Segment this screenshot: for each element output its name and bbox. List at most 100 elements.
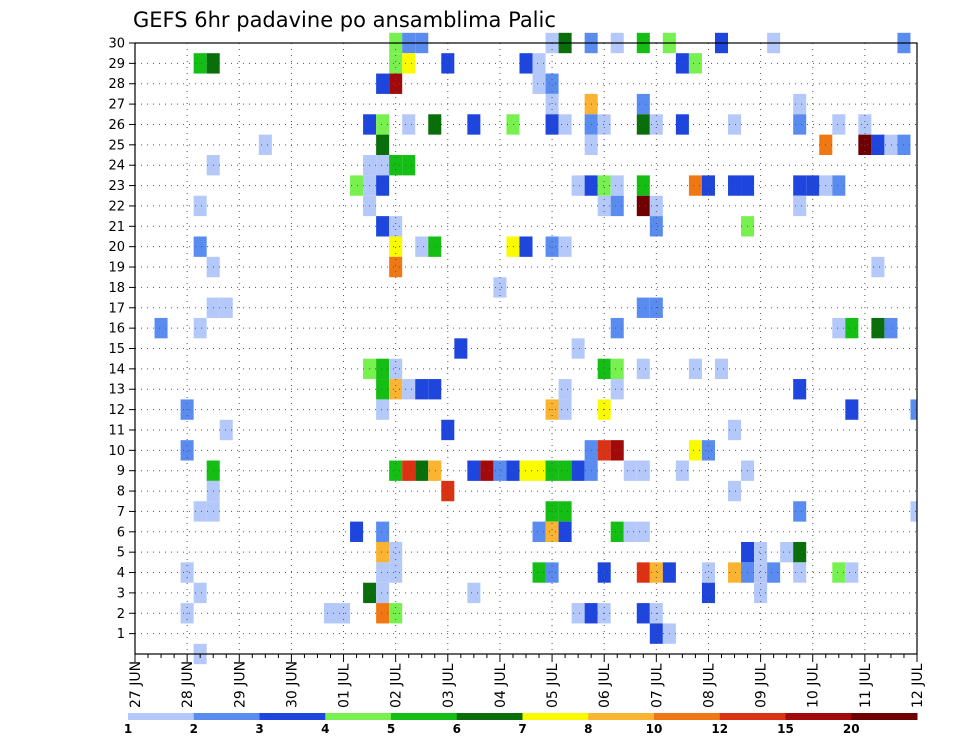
x-tick-label: 28 JUN xyxy=(180,661,196,708)
colorbar-swatch xyxy=(325,713,392,720)
heatmap-cell xyxy=(688,53,702,74)
colorbar-legend: 1 2 3 4 5 6 7 8 10 12 15 20 xyxy=(124,713,918,736)
heatmap-cell xyxy=(728,114,742,135)
y-tick-label: 23 xyxy=(108,179,125,194)
heatmap-cell xyxy=(506,460,520,481)
colorbar-label: 10 xyxy=(646,722,663,736)
heatmap-cell xyxy=(350,521,364,542)
heatmap-cell xyxy=(389,256,403,278)
heatmap-cell xyxy=(845,562,859,583)
heatmap-cell xyxy=(376,379,390,400)
x-tick-label: 08 JUL xyxy=(701,663,717,708)
heatmap-cell xyxy=(532,73,546,94)
heatmap-cell xyxy=(154,317,168,339)
heatmap-cell xyxy=(636,603,650,624)
heatmap-cell xyxy=(675,114,689,135)
heatmap-cell xyxy=(871,256,885,278)
heatmap-cell xyxy=(193,236,207,257)
colorbar-swatch xyxy=(785,713,852,720)
heatmap-cell xyxy=(793,93,807,115)
heatmap-cell xyxy=(389,236,403,257)
heatmap-cell xyxy=(193,501,207,522)
heatmap-cell xyxy=(389,358,403,380)
heatmap-cell xyxy=(532,562,546,583)
colorbar-swatch xyxy=(128,713,195,720)
y-tick-label: 15 xyxy=(108,342,125,357)
heatmap-cell xyxy=(728,562,742,583)
heatmap-cell xyxy=(610,195,624,217)
heatmap-cell xyxy=(532,460,546,481)
heatmap-cell xyxy=(376,73,390,94)
heatmap-cell xyxy=(376,155,390,176)
heatmap-cell xyxy=(558,379,572,400)
heatmap-cell xyxy=(597,440,611,461)
colorbar-label: 7 xyxy=(518,722,526,736)
colorbar-swatch xyxy=(588,713,655,720)
x-axis: 27 JUN 28 JUN 29 JUN 30 JUN 01 JUL 02 JUL 03 J… xyxy=(128,654,926,708)
heatmap-cell xyxy=(675,53,689,74)
heatmap-cell xyxy=(793,501,807,522)
heatmap-cell xyxy=(493,460,507,481)
heatmap-cell xyxy=(389,216,403,237)
heatmap-cell xyxy=(402,155,416,176)
x-tick-label: 12 JUL xyxy=(910,663,926,708)
heatmap-cell xyxy=(545,93,559,115)
y-tick-label: 9 xyxy=(117,464,125,479)
x-tick-label: 09 JUL xyxy=(754,663,770,708)
heatmap-cell xyxy=(193,582,207,604)
heatmap-cell xyxy=(636,521,650,542)
heatmap-cell xyxy=(545,73,559,94)
y-tick-label: 22 xyxy=(108,199,125,214)
heatmap-cell xyxy=(636,195,650,217)
grid-lines xyxy=(135,42,917,654)
heatmap-cell xyxy=(649,216,663,237)
heatmap-cell xyxy=(480,460,494,481)
heatmap-cell xyxy=(610,358,624,380)
heatmap-cell xyxy=(558,399,572,420)
heatmap-cell xyxy=(376,216,390,237)
heatmap-cell xyxy=(793,541,807,563)
heatmap-cell xyxy=(389,379,403,400)
y-tick-label: 5 xyxy=(117,546,125,561)
y-tick-label: 18 xyxy=(108,281,125,296)
heatmap-cell xyxy=(610,440,624,461)
heatmap-cell xyxy=(649,114,663,135)
x-tick-label: 10 JUL xyxy=(806,663,822,708)
heatmap-cell xyxy=(754,541,768,563)
heatmap-cell xyxy=(415,460,429,481)
heatmap-cell xyxy=(701,582,715,604)
heatmap-cell xyxy=(832,175,846,196)
heatmap-cell xyxy=(376,399,390,420)
heatmap-cell xyxy=(376,358,390,380)
heatmap-cell xyxy=(701,440,715,461)
heatmap-cell xyxy=(636,460,650,481)
heatmap-cell xyxy=(389,155,403,176)
colorbar-swatch xyxy=(522,713,589,720)
heatmap-cell xyxy=(219,419,233,441)
colorbar-label: 15 xyxy=(777,722,794,736)
heatmap-cell xyxy=(845,399,859,420)
heatmap-cell xyxy=(597,175,611,196)
heatmap-cell xyxy=(884,317,898,339)
heatmap-cell xyxy=(454,338,468,359)
heatmap-cell xyxy=(649,623,663,644)
x-tick-label: 11 JUL xyxy=(858,663,874,708)
heatmap-cell xyxy=(545,114,559,135)
heatmap-cell xyxy=(545,521,559,542)
heatmap-cell xyxy=(623,521,637,542)
heatmap-cell xyxy=(767,562,781,583)
y-tick-label: 7 xyxy=(117,505,125,520)
colorbar-swatch xyxy=(851,713,918,720)
heatmap-cell xyxy=(832,114,846,135)
heatmap-cell xyxy=(467,460,481,481)
colorbar-label: 6 xyxy=(453,722,461,736)
heatmap-cell xyxy=(506,236,520,257)
heatmap-cell xyxy=(428,114,442,135)
heatmap-cells xyxy=(154,32,917,665)
y-tick-label: 19 xyxy=(108,261,125,276)
colorbar-swatch xyxy=(456,713,523,720)
heatmap-cell xyxy=(649,562,663,583)
heatmap-cell xyxy=(193,317,207,339)
heatmap-cell xyxy=(558,460,572,481)
y-tick-label: 16 xyxy=(108,322,125,337)
